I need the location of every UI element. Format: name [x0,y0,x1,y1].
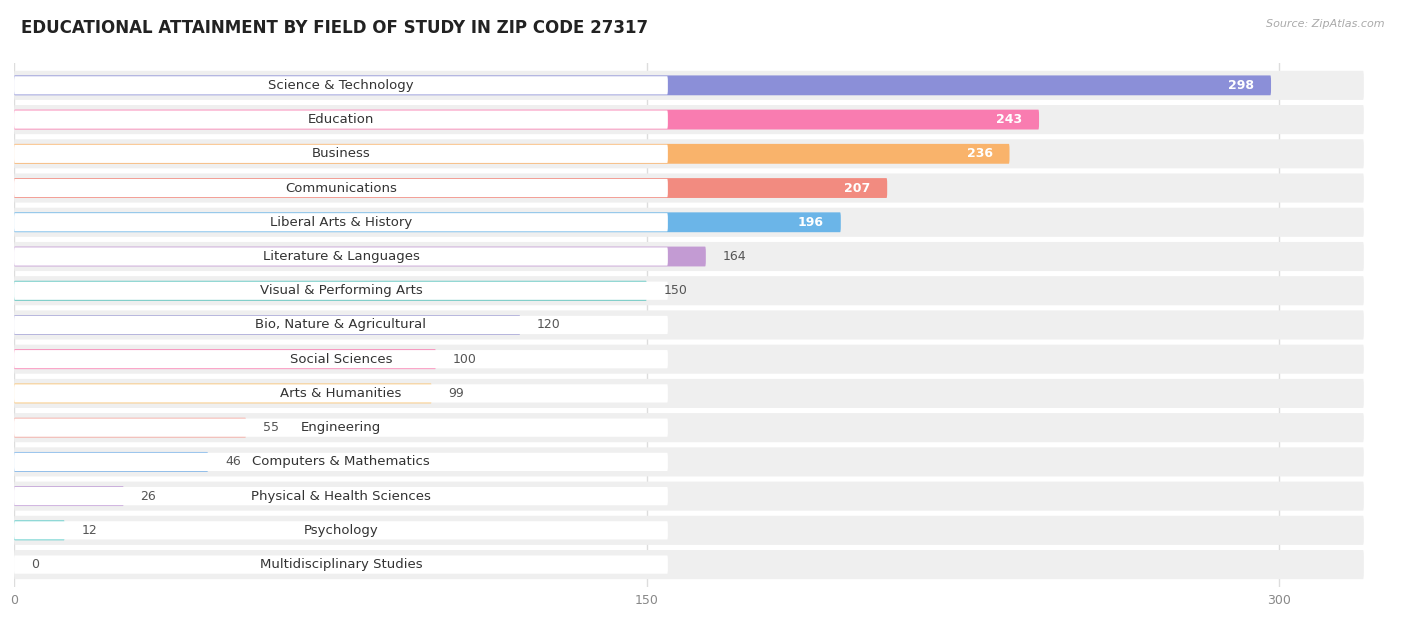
Text: 150: 150 [664,284,688,297]
Text: Liberal Arts & History: Liberal Arts & History [270,216,412,229]
FancyBboxPatch shape [14,453,668,471]
FancyBboxPatch shape [14,516,1364,545]
FancyBboxPatch shape [14,315,520,335]
Text: Arts & Humanities: Arts & Humanities [280,387,402,400]
FancyBboxPatch shape [14,247,706,266]
Text: 0: 0 [31,558,39,571]
Text: Multidisciplinary Studies: Multidisciplinary Studies [260,558,422,571]
Text: Communications: Communications [285,182,396,194]
FancyBboxPatch shape [14,174,1364,203]
Text: 100: 100 [453,353,477,366]
FancyBboxPatch shape [14,179,668,197]
FancyBboxPatch shape [14,521,668,540]
FancyBboxPatch shape [14,350,668,369]
FancyBboxPatch shape [14,76,1271,95]
Text: 236: 236 [967,147,993,160]
FancyBboxPatch shape [14,281,668,300]
Text: 26: 26 [141,490,156,503]
FancyBboxPatch shape [14,487,668,505]
Text: Science & Technology: Science & Technology [269,79,413,92]
Text: 164: 164 [723,250,747,263]
FancyBboxPatch shape [14,555,668,574]
FancyBboxPatch shape [14,550,1364,579]
FancyBboxPatch shape [14,452,208,472]
FancyBboxPatch shape [14,276,1364,305]
FancyBboxPatch shape [14,384,432,403]
Text: EDUCATIONAL ATTAINMENT BY FIELD OF STUDY IN ZIP CODE 27317: EDUCATIONAL ATTAINMENT BY FIELD OF STUDY… [21,19,648,37]
FancyBboxPatch shape [14,521,65,540]
Text: 243: 243 [995,113,1022,126]
Text: 207: 207 [844,182,870,194]
FancyBboxPatch shape [14,379,1364,408]
FancyBboxPatch shape [14,76,668,95]
Text: Psychology: Psychology [304,524,378,537]
FancyBboxPatch shape [14,178,887,198]
Text: Computers & Mathematics: Computers & Mathematics [252,456,430,468]
Text: 46: 46 [225,456,240,468]
Text: Literature & Languages: Literature & Languages [263,250,419,263]
FancyBboxPatch shape [14,281,647,300]
FancyBboxPatch shape [14,213,841,232]
FancyBboxPatch shape [14,350,436,369]
FancyBboxPatch shape [14,110,668,129]
Text: 99: 99 [449,387,464,400]
FancyBboxPatch shape [14,316,668,334]
Text: Physical & Health Sciences: Physical & Health Sciences [252,490,430,503]
Text: 55: 55 [263,421,278,434]
FancyBboxPatch shape [14,418,246,437]
Text: Business: Business [312,147,370,160]
Text: 12: 12 [82,524,97,537]
FancyBboxPatch shape [14,71,1364,100]
FancyBboxPatch shape [14,144,1010,163]
FancyBboxPatch shape [14,413,1364,442]
FancyBboxPatch shape [14,310,1364,339]
Text: Visual & Performing Arts: Visual & Performing Arts [260,284,422,297]
Text: 120: 120 [537,319,561,331]
Text: Source: ZipAtlas.com: Source: ZipAtlas.com [1267,19,1385,29]
FancyBboxPatch shape [14,110,1039,129]
Text: Education: Education [308,113,374,126]
FancyBboxPatch shape [14,242,1364,271]
FancyBboxPatch shape [14,144,668,163]
FancyBboxPatch shape [14,384,668,403]
FancyBboxPatch shape [14,418,668,437]
Text: 196: 196 [799,216,824,229]
FancyBboxPatch shape [14,208,1364,237]
Text: Engineering: Engineering [301,421,381,434]
FancyBboxPatch shape [14,345,1364,374]
FancyBboxPatch shape [14,447,1364,476]
FancyBboxPatch shape [14,213,668,232]
FancyBboxPatch shape [14,105,1364,134]
FancyBboxPatch shape [14,247,668,266]
FancyBboxPatch shape [14,487,124,506]
FancyBboxPatch shape [14,139,1364,168]
Text: Social Sciences: Social Sciences [290,353,392,366]
Text: Bio, Nature & Agricultural: Bio, Nature & Agricultural [256,319,426,331]
Text: 298: 298 [1229,79,1254,92]
FancyBboxPatch shape [14,481,1364,510]
